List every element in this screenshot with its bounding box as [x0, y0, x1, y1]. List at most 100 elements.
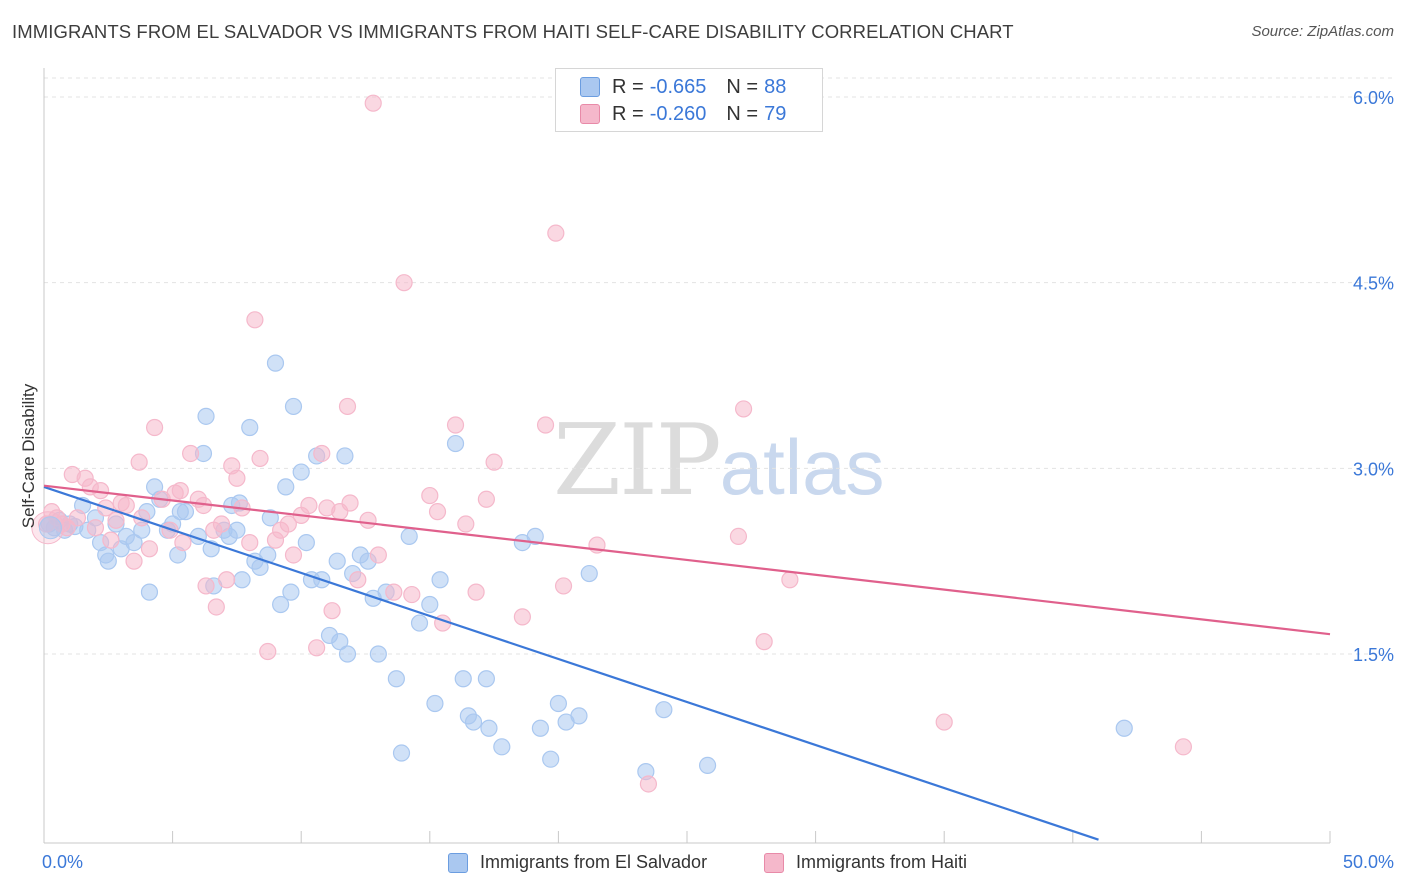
point-haiti [359, 511, 377, 529]
point-el-salvador [369, 645, 387, 663]
point-el-salvador [328, 552, 346, 570]
watermark: ZIPatlas [553, 404, 885, 518]
trend-line-haiti [43, 484, 1331, 636]
point-haiti [935, 713, 953, 731]
point-el-salvador [549, 694, 568, 713]
point-el-salvador [228, 521, 246, 539]
x-tick-label-min: 0.0% [42, 852, 84, 872]
point-haiti [369, 546, 387, 564]
point-haiti [107, 511, 125, 529]
point-haiti [403, 585, 421, 604]
legend-item-haiti: Immigrants from Haiti [764, 852, 967, 873]
point-el-salvador [336, 447, 354, 465]
legend-n-label: N = [726, 75, 759, 98]
point-haiti [117, 496, 135, 515]
point-haiti [218, 571, 236, 589]
point-el-salvador [277, 478, 295, 496]
point-haiti [68, 509, 87, 527]
point-haiti [547, 224, 565, 242]
point-el-salvador [233, 571, 251, 589]
legend-item-el-salvador: Immigrants from El Salvador [448, 852, 707, 873]
legend-r-value: -0.260 [649, 102, 707, 125]
point-haiti [554, 577, 573, 595]
point-haiti [1174, 738, 1192, 756]
point-haiti [300, 496, 318, 515]
point-haiti [349, 571, 367, 589]
point-haiti [197, 577, 215, 595]
point-haiti [161, 521, 179, 539]
point-haiti [513, 608, 531, 626]
point-el-salvador [531, 719, 549, 737]
point-el-salvador [542, 750, 560, 768]
point-haiti [313, 444, 331, 463]
point-el-salvador [526, 527, 544, 546]
point-haiti [145, 418, 164, 437]
point-el-salvador [431, 571, 449, 589]
legend-n-value: 79 [764, 102, 787, 125]
watermark-zip: ZIP [553, 404, 722, 518]
point-el-salvador [480, 719, 498, 737]
legend-row-el-salvador: R = -0.665 N = 88 [580, 74, 786, 100]
point-haiti [364, 94, 382, 112]
point-haiti [284, 546, 303, 564]
point-el-salvador [284, 397, 303, 416]
point-haiti [729, 527, 748, 546]
legend-swatch-haiti [764, 852, 784, 873]
point-el-salvador [261, 509, 279, 527]
point-el-salvador [426, 694, 444, 713]
point-haiti [308, 639, 326, 657]
point-haiti [279, 515, 297, 533]
point-haiti [457, 515, 475, 533]
legend-swatch-el-salvador [448, 852, 468, 873]
point-haiti [734, 400, 753, 418]
legend-n-label: N = [726, 102, 759, 125]
point-haiti [171, 482, 189, 500]
chart-source: Source: ZipAtlas.com [1251, 23, 1394, 40]
point-haiti [781, 571, 799, 589]
point-haiti [477, 490, 495, 508]
correlation-legend: R = -0.665 N = 88 R = -0.260 N = 79 [555, 68, 823, 132]
point-el-salvador [477, 670, 495, 688]
legend-label-el-salvador: Immigrants from El Salvador [480, 852, 708, 872]
point-haiti [251, 449, 269, 468]
point-el-salvador [140, 583, 159, 601]
point-haiti [207, 598, 225, 616]
point-el-salvador [570, 707, 588, 725]
legend-n-value: 88 [764, 75, 787, 98]
point-el-salvador [266, 354, 285, 372]
point-haiti [639, 775, 658, 793]
point-el-salvador [454, 670, 472, 688]
y-tick-label: 3.0% [1353, 459, 1394, 479]
point-el-salvador [297, 533, 315, 552]
point-el-salvador [655, 701, 673, 719]
point-el-salvador [338, 645, 357, 663]
point-haiti [428, 503, 447, 521]
trend-line-el-salvador [43, 485, 1099, 841]
point-el-salvador [387, 670, 405, 688]
point-el-salvador [259, 546, 277, 564]
point-haiti [446, 416, 465, 434]
point-haiti [174, 533, 192, 552]
point-haiti [338, 397, 357, 416]
point-haiti [241, 533, 259, 552]
legend-r-label: R = [612, 75, 644, 98]
x-tick-label-max: 50.0% [1342, 852, 1394, 872]
legend-swatch-haiti [580, 104, 600, 124]
point-haiti [130, 453, 148, 471]
legend-r-value: -0.665 [649, 75, 707, 98]
point-haiti [102, 531, 120, 549]
point-haiti [467, 583, 485, 601]
point-haiti [246, 311, 264, 329]
legend-row-haiti: R = -0.260 N = 79 [580, 101, 786, 127]
point-haiti [125, 552, 143, 570]
point-el-salvador [400, 527, 418, 546]
point-haiti [755, 633, 773, 651]
legend-swatch-el-salvador [580, 77, 600, 97]
chart-title: IMMIGRANTS FROM EL SALVADOR VS IMMIGRANT… [12, 21, 1014, 42]
point-haiti [323, 602, 341, 620]
point-el-salvador [241, 418, 259, 437]
point-el-salvador [446, 434, 465, 453]
point-haiti [536, 416, 555, 434]
y-tick-label: 1.5% [1353, 645, 1394, 665]
